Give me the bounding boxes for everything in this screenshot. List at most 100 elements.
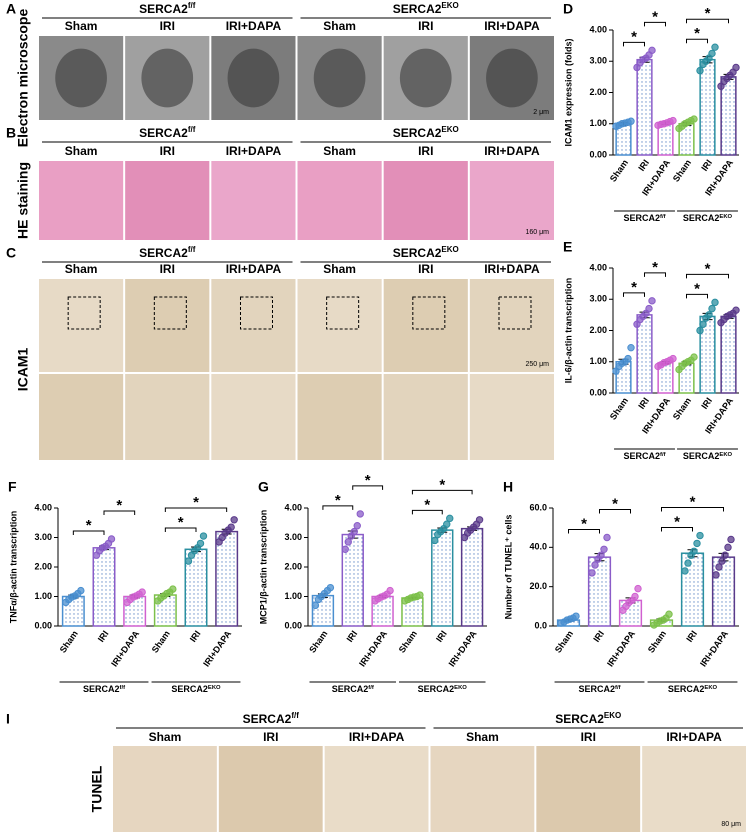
group-label: SERCA2EKO xyxy=(683,213,733,223)
y-tick-label: 3.00 xyxy=(589,56,607,66)
micrograph xyxy=(211,161,296,240)
condition-label: IRI+DAPA xyxy=(226,262,282,276)
data-point xyxy=(708,49,716,58)
condition-label: IRI xyxy=(418,144,433,158)
data-point xyxy=(624,354,632,363)
significance-label: * xyxy=(690,494,696,511)
panel-letter: A xyxy=(6,1,16,17)
roi-box xyxy=(239,296,273,330)
data-point xyxy=(715,563,723,571)
data-point xyxy=(597,551,605,559)
group-name: SERCA2 xyxy=(139,246,188,260)
data-point xyxy=(711,298,719,307)
data-point xyxy=(416,591,424,599)
data-point xyxy=(684,559,692,567)
y-tick-label: 0.00 xyxy=(589,149,607,159)
data-point xyxy=(631,592,639,601)
data-point xyxy=(732,63,740,72)
group-sup: f/f xyxy=(120,685,126,691)
micrograph xyxy=(218,746,323,832)
panel-letter: E xyxy=(563,239,572,255)
micrograph xyxy=(39,279,124,372)
data-point xyxy=(711,43,719,51)
significance-bracket xyxy=(568,529,600,534)
data-point xyxy=(603,533,611,542)
x-tick-label: Sham xyxy=(397,629,419,655)
group-sup: f/f xyxy=(615,685,621,691)
data-point xyxy=(344,538,352,546)
roi-box xyxy=(326,296,360,330)
data-point xyxy=(350,527,358,536)
x-tick-label: Sham xyxy=(671,396,693,422)
group-name: SERCA2 xyxy=(171,684,208,694)
group-name: SERCA2 xyxy=(623,213,660,223)
y-tick-label: 1.00 xyxy=(34,591,52,601)
significance-bracket xyxy=(686,273,729,279)
data-point xyxy=(712,571,720,579)
significance-bracket xyxy=(164,527,197,533)
group-label: SERCA2f/f xyxy=(83,684,125,694)
side-label: ICAM1 xyxy=(15,348,31,392)
group-sup: f/f xyxy=(188,245,196,254)
group-name: SERCA2 xyxy=(332,684,369,694)
significance-label: * xyxy=(86,517,92,534)
data-point xyxy=(446,514,454,523)
x-tick-label: IRI xyxy=(591,629,606,644)
scale-bar-label: 80 μm xyxy=(721,821,741,828)
significance-label: * xyxy=(581,515,587,532)
data-point xyxy=(693,539,701,548)
x-tick-label: IRI xyxy=(699,396,714,411)
bar xyxy=(636,58,653,156)
significance-bracket xyxy=(164,507,228,513)
significance-label: * xyxy=(335,492,341,509)
panel-letter: H xyxy=(503,479,513,495)
group-label: SERCA2f/f xyxy=(139,125,196,141)
micrograph xyxy=(211,279,296,372)
y-tick-label: 0.00 xyxy=(34,620,52,630)
roi-box xyxy=(67,296,101,330)
y-tick-label: 0.00 xyxy=(589,387,607,397)
y-tick-label: 3.00 xyxy=(34,532,52,542)
data-point xyxy=(724,543,732,552)
data-point xyxy=(648,46,656,55)
group-name: SERCA2 xyxy=(578,684,615,694)
data-point xyxy=(645,304,653,313)
condition-label: IRI xyxy=(160,144,175,158)
group-sup: f/f xyxy=(188,125,196,134)
data-point xyxy=(727,535,735,544)
x-tick-label: Sham xyxy=(307,629,329,655)
micrograph xyxy=(125,161,210,240)
data-point xyxy=(230,516,238,524)
micrograph-detail xyxy=(399,48,452,108)
group-label: SERCA2EKO xyxy=(668,684,718,694)
significance-bracket xyxy=(686,18,729,24)
micrograph xyxy=(297,161,382,240)
x-tick-label: IRI xyxy=(434,629,449,644)
data-point xyxy=(732,306,740,314)
micrograph xyxy=(469,374,554,460)
significance-label: * xyxy=(424,496,430,513)
data-point xyxy=(690,547,698,555)
micrograph xyxy=(39,374,124,460)
significance-bracket xyxy=(322,505,354,510)
group-name: SERCA2 xyxy=(418,684,455,694)
condition-label: IRI+DAPA xyxy=(226,19,282,33)
bar xyxy=(699,58,716,156)
group-label: SERCA2EKO xyxy=(171,684,221,694)
data-point xyxy=(721,551,729,559)
x-tick-label: IRI+DAPA xyxy=(447,628,479,668)
data-point xyxy=(386,586,394,595)
x-tick-label: IRI xyxy=(636,396,651,411)
condition-label: IRI+DAPA xyxy=(484,19,540,33)
micrograph xyxy=(39,161,124,240)
y-tick-label: 60.0 xyxy=(529,502,547,512)
condition-label: IRI xyxy=(581,730,596,744)
y-tick-label: 1.00 xyxy=(589,356,607,366)
significance-label: * xyxy=(365,472,371,489)
group-sup: f/f xyxy=(368,685,374,691)
group-sup: EKO xyxy=(604,711,621,720)
condition-label: Sham xyxy=(466,730,499,744)
group-label: SERCA2EKO xyxy=(555,711,621,727)
group-name: SERCA2 xyxy=(393,2,442,16)
data-point xyxy=(696,326,704,335)
